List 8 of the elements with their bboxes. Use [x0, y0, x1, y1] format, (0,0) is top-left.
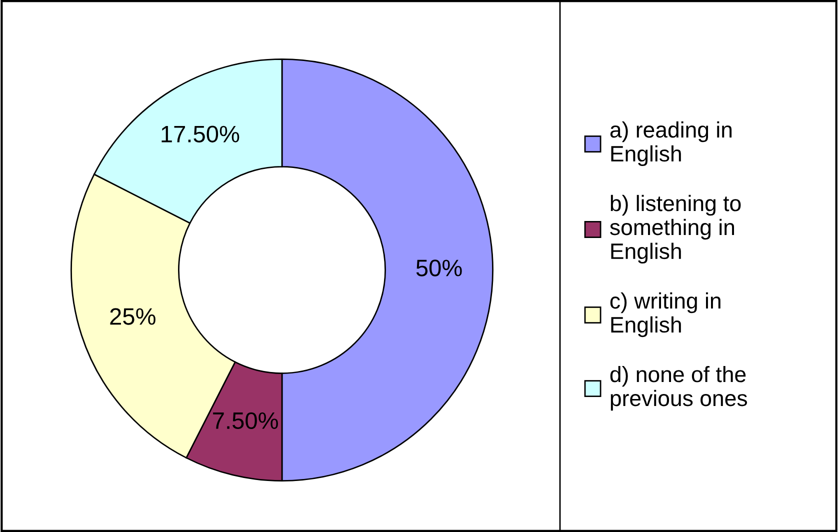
data-label: 17.50% [162, 126, 240, 142]
legend-label: d) none of the previous ones [610, 366, 747, 411]
legend-label: b) listening to something in English [610, 194, 741, 264]
data-label: 50% [416, 260, 462, 276]
data-label: 25% [110, 308, 156, 325]
legend-label: c) writing in English [610, 292, 720, 338]
data-label: 7.50% [213, 412, 278, 430]
legend-label: a) reading in English [610, 121, 732, 166]
